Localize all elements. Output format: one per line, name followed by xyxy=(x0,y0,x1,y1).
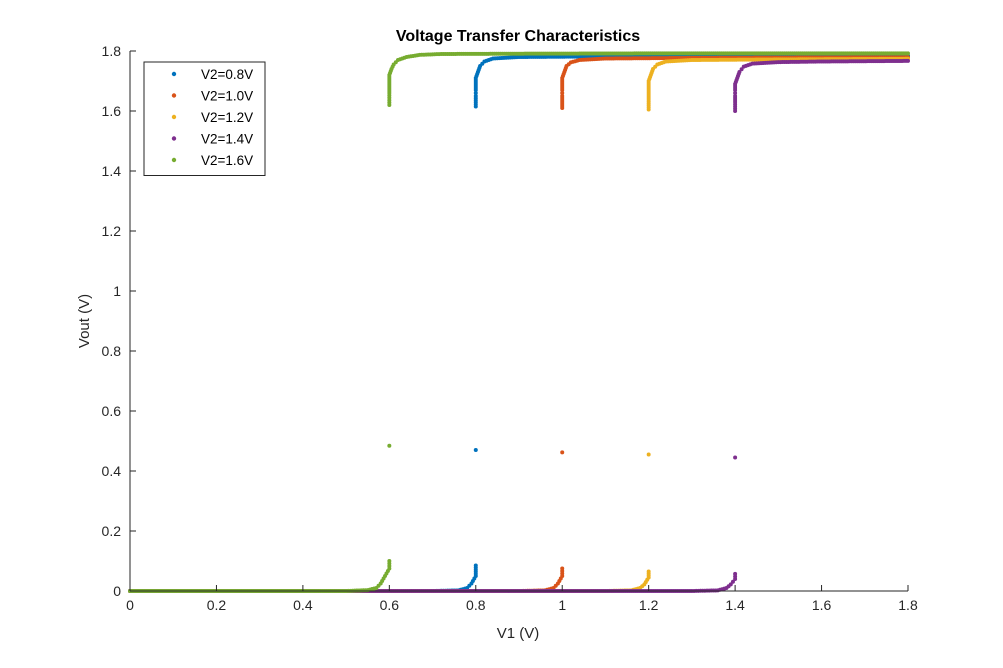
legend-label: V2=1.2V xyxy=(201,110,253,125)
data-point xyxy=(733,91,738,95)
legend-label: V2=0.8V xyxy=(201,67,253,82)
axes: 0 0.2 0.4 0.6 0.8 1 1.2 1.4 1.6 1.8 0 0.2 0.4 0.6 0.8 1… xyxy=(102,43,918,613)
y-axis-label: Vout (V) xyxy=(76,294,93,348)
x-axis-label: V1 (V) xyxy=(497,625,540,642)
legend-label: V2=1.0V xyxy=(201,89,253,104)
y-tick-label: 1.6 xyxy=(102,103,122,119)
data-point xyxy=(387,559,392,563)
data-point xyxy=(473,94,478,98)
x-tick-label: 1.4 xyxy=(725,597,745,613)
data-point xyxy=(733,571,738,576)
series-group xyxy=(128,51,910,593)
y-tick-label: 1.4 xyxy=(102,163,122,179)
legend-label: V2=1.4V xyxy=(201,132,253,147)
legend-box xyxy=(143,61,266,176)
chart-title: Voltage Transfer Characteristics xyxy=(396,28,640,45)
data-point xyxy=(560,94,565,98)
data-point xyxy=(473,448,478,452)
x-tick-label: 0.4 xyxy=(293,597,313,613)
legend: V2=0.8V V2=1.0V V2=1.2V V2=1.4V V2=1.6V xyxy=(143,61,266,176)
x-tick-label: 0.8 xyxy=(466,597,486,613)
data-point xyxy=(560,91,565,95)
data-point xyxy=(733,94,738,98)
data-point xyxy=(737,70,742,74)
y-tick-label: 0 xyxy=(113,583,121,599)
y-tick-label: 1.2 xyxy=(102,223,122,239)
plot-area xyxy=(128,51,910,593)
x-tick-label: 1.2 xyxy=(639,597,659,613)
data-point xyxy=(906,58,910,63)
legend-marker xyxy=(171,157,177,163)
x-tick-label: 0.6 xyxy=(380,597,400,613)
data-point xyxy=(646,452,651,457)
x-tick-label: 1 xyxy=(558,597,566,613)
data-point xyxy=(728,582,733,587)
data-point xyxy=(473,563,478,568)
data-point xyxy=(733,455,738,460)
x-tick-label: 0.2 xyxy=(207,597,227,613)
data-point xyxy=(646,569,651,574)
legend-label: V2=1.6V xyxy=(201,153,253,168)
y-tick-label: 1.8 xyxy=(102,43,122,59)
data-point xyxy=(560,450,565,455)
legend-marker xyxy=(171,136,177,141)
y-tick-label: 0.8 xyxy=(102,343,122,359)
x-tick-label: 1.6 xyxy=(812,597,832,613)
data-point xyxy=(730,579,735,584)
x-tick-label: 0 xyxy=(126,597,134,613)
data-point xyxy=(473,91,478,95)
y-tick-label: 1 xyxy=(113,283,121,299)
legend-marker xyxy=(171,114,177,120)
y-tick-label: 0.2 xyxy=(102,523,122,539)
legend-marker xyxy=(171,93,177,98)
data-point xyxy=(906,51,910,56)
data-point xyxy=(560,566,565,571)
y-tick-label: 0.4 xyxy=(102,463,122,479)
legend-marker xyxy=(171,71,177,77)
y-tick-label: 0.6 xyxy=(102,403,122,419)
data-point xyxy=(387,443,392,448)
data-point xyxy=(739,67,744,72)
x-tick-label: 1.8 xyxy=(898,597,918,613)
